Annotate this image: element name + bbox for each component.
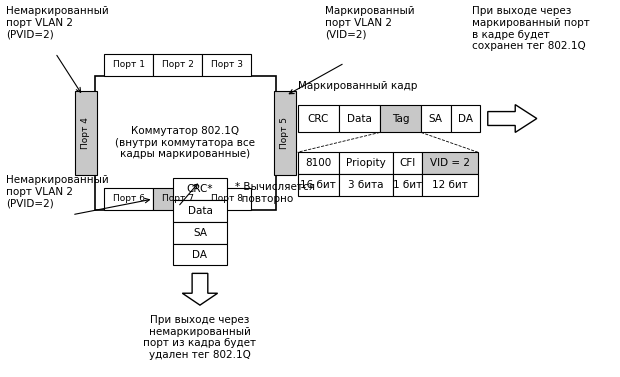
Bar [153,188,202,210]
Bar [104,54,153,76]
Bar [339,105,380,132]
Bar [298,152,339,174]
Bar [173,178,227,200]
Text: Порт 1: Порт 1 [113,60,145,69]
Text: Data: Data [347,113,372,124]
Text: Маркированный
порт VLAN 2
(VID=2): Маркированный порт VLAN 2 (VID=2) [325,6,415,40]
Bar [422,174,478,196]
Text: Маркированный кадр: Маркированный кадр [298,81,417,91]
Bar [339,174,392,196]
Text: 12 бит: 12 бит [432,180,468,190]
Text: 1 бит: 1 бит [393,180,422,190]
Text: Порт 5: Порт 5 [280,117,290,149]
Bar [173,244,227,265]
Text: CFI: CFI [399,158,415,168]
Text: Tag: Tag [392,113,409,124]
Text: Коммутатор 802.1Q
(внутри коммутатора все
кадры маркированные): Коммутатор 802.1Q (внутри коммутатора вс… [115,126,255,159]
Bar [451,105,480,132]
Bar [173,222,227,244]
Bar [274,91,296,175]
Bar [104,188,153,210]
Text: DA: DA [192,250,208,259]
Text: Немаркированный
порт VLAN 2
(PVID=2): Немаркированный порт VLAN 2 (PVID=2) [6,6,109,40]
Text: Порт 4: Порт 4 [81,117,91,149]
Text: 16 бит: 16 бит [300,180,336,190]
Text: Порт 3: Порт 3 [211,60,243,69]
Bar [94,76,276,210]
Text: SA: SA [429,113,443,124]
Text: * Вычисляется
  повторно: * Вычисляется повторно [235,182,315,204]
Bar [298,105,339,132]
Text: CRC*: CRC* [187,184,213,194]
Text: Порт 8: Порт 8 [211,195,243,204]
Bar [392,152,422,174]
Text: Порт 6: Порт 6 [113,195,145,204]
Bar [75,91,97,175]
Bar [202,54,252,76]
Text: VID = 2: VID = 2 [430,158,470,168]
Text: Порт 7: Порт 7 [162,195,194,204]
Text: Data: Data [187,206,213,216]
Bar [202,188,252,210]
Bar [153,54,202,76]
Text: Немаркированный
порт VLAN 2
(PVID=2): Немаркированный порт VLAN 2 (PVID=2) [6,175,109,208]
Text: DA: DA [458,113,472,124]
Text: 8100: 8100 [305,158,331,168]
Text: При выходе через
маркированный порт
в кадре будет
сохранен тег 802.1Q: При выходе через маркированный порт в ка… [472,6,590,51]
Text: Порт 2: Порт 2 [162,60,194,69]
Text: 3 бита: 3 бита [348,180,383,190]
Bar [421,105,451,132]
Bar [392,174,422,196]
Bar [422,152,478,174]
Polygon shape [182,273,218,305]
Text: При выходе через
немаркированный
порт из кадра будет
удален тег 802.1Q: При выходе через немаркированный порт из… [143,315,257,360]
Text: CRC: CRC [308,113,329,124]
Bar [298,174,339,196]
Bar [339,152,392,174]
Text: SA: SA [193,228,207,238]
Polygon shape [488,105,537,132]
Bar [173,200,227,222]
Bar [380,105,421,132]
Text: Priopity: Priopity [346,158,386,168]
